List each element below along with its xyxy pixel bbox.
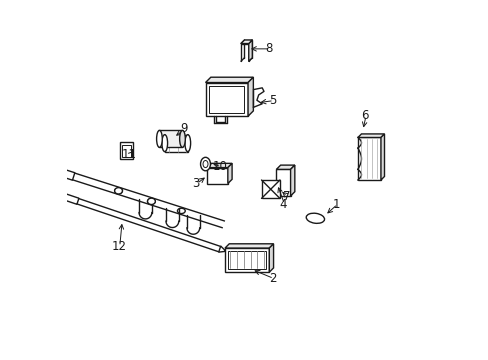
- Polygon shape: [380, 134, 384, 180]
- Polygon shape: [207, 168, 227, 184]
- Polygon shape: [164, 135, 187, 152]
- Ellipse shape: [184, 135, 190, 152]
- Polygon shape: [261, 180, 279, 198]
- Text: 11: 11: [122, 148, 137, 161]
- Ellipse shape: [147, 198, 155, 204]
- Text: 3: 3: [192, 177, 199, 190]
- Ellipse shape: [203, 161, 207, 168]
- Ellipse shape: [177, 208, 185, 213]
- Ellipse shape: [114, 188, 122, 193]
- Polygon shape: [224, 244, 273, 248]
- Text: 9: 9: [180, 122, 187, 135]
- Text: 8: 8: [265, 42, 272, 55]
- Polygon shape: [357, 134, 384, 138]
- Polygon shape: [241, 40, 252, 44]
- Text: 4: 4: [279, 198, 286, 211]
- Polygon shape: [290, 165, 294, 196]
- Text: 1: 1: [332, 198, 340, 211]
- Polygon shape: [205, 82, 247, 116]
- Ellipse shape: [147, 199, 155, 204]
- Text: 10: 10: [213, 161, 227, 174]
- Ellipse shape: [156, 130, 162, 147]
- Ellipse shape: [114, 188, 122, 194]
- Polygon shape: [227, 163, 232, 184]
- Polygon shape: [159, 130, 182, 147]
- Polygon shape: [122, 145, 131, 157]
- Ellipse shape: [162, 135, 167, 152]
- Polygon shape: [64, 194, 79, 204]
- Polygon shape: [207, 163, 232, 168]
- Text: 12: 12: [111, 240, 126, 253]
- Text: 7: 7: [282, 190, 289, 203]
- Ellipse shape: [305, 213, 324, 223]
- Polygon shape: [357, 138, 380, 180]
- Polygon shape: [227, 251, 266, 269]
- Polygon shape: [205, 77, 253, 82]
- Polygon shape: [218, 246, 233, 256]
- Text: 5: 5: [268, 94, 276, 107]
- Polygon shape: [248, 40, 252, 61]
- Polygon shape: [247, 77, 253, 116]
- Ellipse shape: [200, 157, 210, 171]
- Polygon shape: [209, 86, 244, 113]
- Polygon shape: [120, 143, 133, 159]
- Polygon shape: [276, 165, 294, 169]
- Polygon shape: [224, 248, 269, 272]
- Text: 6: 6: [361, 109, 368, 122]
- Ellipse shape: [179, 130, 185, 147]
- Text: 2: 2: [268, 272, 276, 285]
- Polygon shape: [60, 168, 75, 180]
- Polygon shape: [276, 169, 290, 196]
- Polygon shape: [269, 244, 273, 272]
